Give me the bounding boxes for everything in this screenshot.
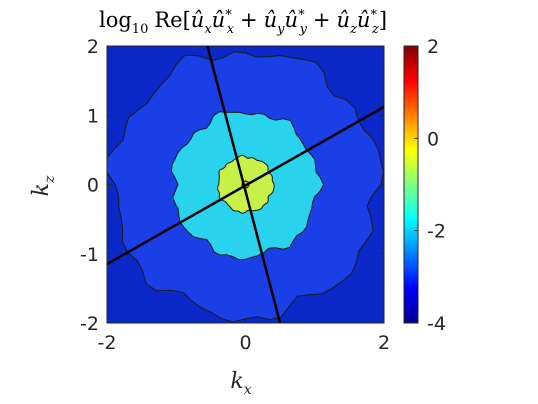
y-tick-label: 0: [87, 175, 99, 197]
y-axis-ticks: 2 1 0 -1 -2: [80, 36, 384, 335]
x-tick-label: 2: [378, 332, 390, 354]
y-tick-label: -2: [80, 313, 99, 335]
colorbar-tick-label: -2: [427, 221, 446, 243]
x-axis-ticks: -2 0 2: [98, 46, 390, 354]
x-tick-label: -2: [98, 332, 117, 354]
line-series-1: [206, 46, 282, 323]
colorbar-tick-label: 0: [427, 128, 439, 150]
x-axis-label: kx: [230, 369, 251, 398]
colorbar: [403, 45, 419, 324]
x-tick-label: 0: [239, 332, 251, 354]
colorbar-ticks: 2 0 -2 -4: [414, 36, 446, 335]
colorbar-tick-label: 2: [427, 36, 439, 58]
chart-title: log10 Re[ûxû* x + ûyû* y + ûzû* z]: [99, 8, 387, 37]
y-tick-label: 2: [87, 36, 99, 58]
colorbar-tick-label: -4: [427, 313, 446, 335]
y-axis-label: kz: [29, 175, 58, 196]
line-series-2: [107, 105, 384, 266]
line-series: [107, 46, 384, 323]
y-tick-label: 1: [87, 105, 99, 127]
contour-plot-area: [107, 46, 384, 323]
y-tick-label: -1: [80, 244, 99, 266]
